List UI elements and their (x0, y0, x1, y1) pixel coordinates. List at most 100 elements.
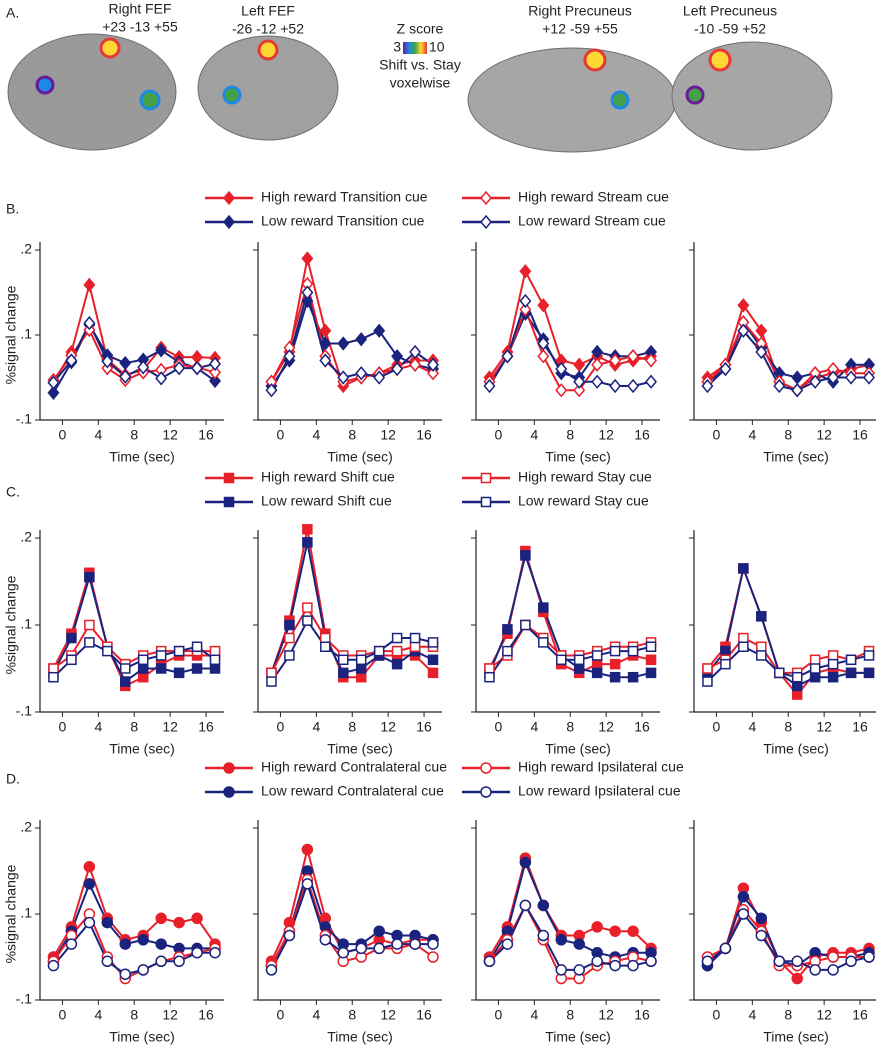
series-line (706, 885, 870, 980)
marker (645, 374, 658, 389)
marker (609, 645, 621, 657)
colorbar-caption: Shift vs. Stay (379, 57, 461, 73)
marker (155, 912, 167, 925)
marker (591, 658, 603, 670)
legend-label: High reward Stay cue (518, 469, 652, 485)
series-line (270, 880, 434, 971)
marker (302, 537, 313, 548)
legend-label: High reward Ipsilateral cue (518, 759, 684, 775)
x-axis-label: Time (sec) (545, 1029, 611, 1045)
marker (556, 654, 567, 666)
x-tick-label: 4 (530, 1007, 538, 1023)
panel-label: D. (6, 771, 20, 787)
legend-marker (480, 472, 492, 484)
marker (155, 650, 167, 661)
series-line (706, 645, 870, 683)
x-axis-label: Time (sec) (545, 449, 611, 465)
marker (645, 667, 657, 679)
x-tick-label: 12 (816, 719, 832, 735)
marker (538, 602, 549, 613)
x-tick-label: 0 (277, 719, 285, 735)
y-tick-label: .1 (20, 616, 32, 632)
region-coords: +23 -13 +55 (102, 19, 178, 35)
marker (173, 955, 185, 968)
legend-marker (223, 762, 235, 774)
marker (83, 315, 96, 331)
series-line (706, 564, 870, 688)
marker (501, 349, 514, 364)
marker (391, 658, 403, 670)
y-axis-label: %signal change (3, 575, 19, 674)
marker (209, 373, 222, 389)
marker (373, 925, 385, 937)
x-tick-label: 8 (566, 1007, 574, 1023)
marker (537, 298, 550, 313)
marker (573, 357, 586, 372)
marker (338, 667, 349, 679)
x-axis-label: Time (sec) (109, 1029, 175, 1045)
activation-blob (35, 75, 55, 95)
x-tick-label: 12 (380, 427, 396, 443)
series-line (270, 542, 434, 675)
marker (409, 641, 421, 652)
marker (827, 964, 839, 976)
marker (738, 641, 749, 652)
marker (355, 671, 367, 683)
x-tick-label: 8 (784, 719, 792, 735)
marker (302, 615, 313, 626)
series-line (270, 876, 434, 967)
series-line (488, 623, 652, 678)
marker (609, 378, 622, 394)
marker (609, 658, 621, 670)
marker (355, 663, 367, 674)
marker (191, 946, 203, 959)
marker (519, 899, 532, 912)
marker (155, 371, 168, 386)
x-tick-label: 12 (598, 1007, 614, 1023)
x-axis-label: Time (sec) (327, 741, 393, 757)
marker (319, 934, 332, 946)
x-tick-label: 0 (495, 719, 503, 735)
marker (573, 374, 586, 389)
legend-marker (480, 786, 492, 798)
marker (609, 671, 621, 683)
marker (47, 385, 60, 400)
brain-right-lateral (7, 33, 177, 151)
marker (301, 285, 314, 300)
marker (756, 650, 767, 661)
marker (409, 632, 421, 644)
marker (266, 667, 277, 679)
legend-label: Low reward Transition cue (261, 213, 425, 229)
series-line (488, 903, 652, 971)
marker (209, 654, 221, 666)
y-tick-label: .2 (20, 529, 32, 545)
marker (84, 619, 95, 631)
marker (409, 357, 422, 372)
marker (101, 354, 114, 369)
marker (102, 645, 113, 657)
x-tick-label: 12 (162, 427, 178, 443)
marker (409, 938, 421, 950)
marker (101, 955, 114, 968)
marker (702, 676, 713, 687)
marker (827, 951, 839, 963)
x-tick-label: 16 (198, 427, 214, 443)
marker (137, 964, 149, 976)
series-line (488, 298, 652, 387)
marker (791, 955, 803, 968)
marker (573, 938, 585, 950)
legend-label: High reward Contralateral cue (261, 759, 447, 775)
region-name: Right FEF (108, 1, 171, 17)
marker (809, 964, 821, 976)
marker (119, 968, 132, 980)
marker (266, 676, 277, 687)
marker (427, 951, 439, 963)
series-line (488, 859, 652, 962)
marker (137, 663, 149, 674)
x-tick-label: 4 (94, 719, 102, 735)
marker (265, 383, 278, 398)
marker (863, 370, 876, 385)
series-line (270, 288, 434, 391)
y-tick-label: .2 (20, 241, 32, 257)
marker (137, 360, 150, 375)
